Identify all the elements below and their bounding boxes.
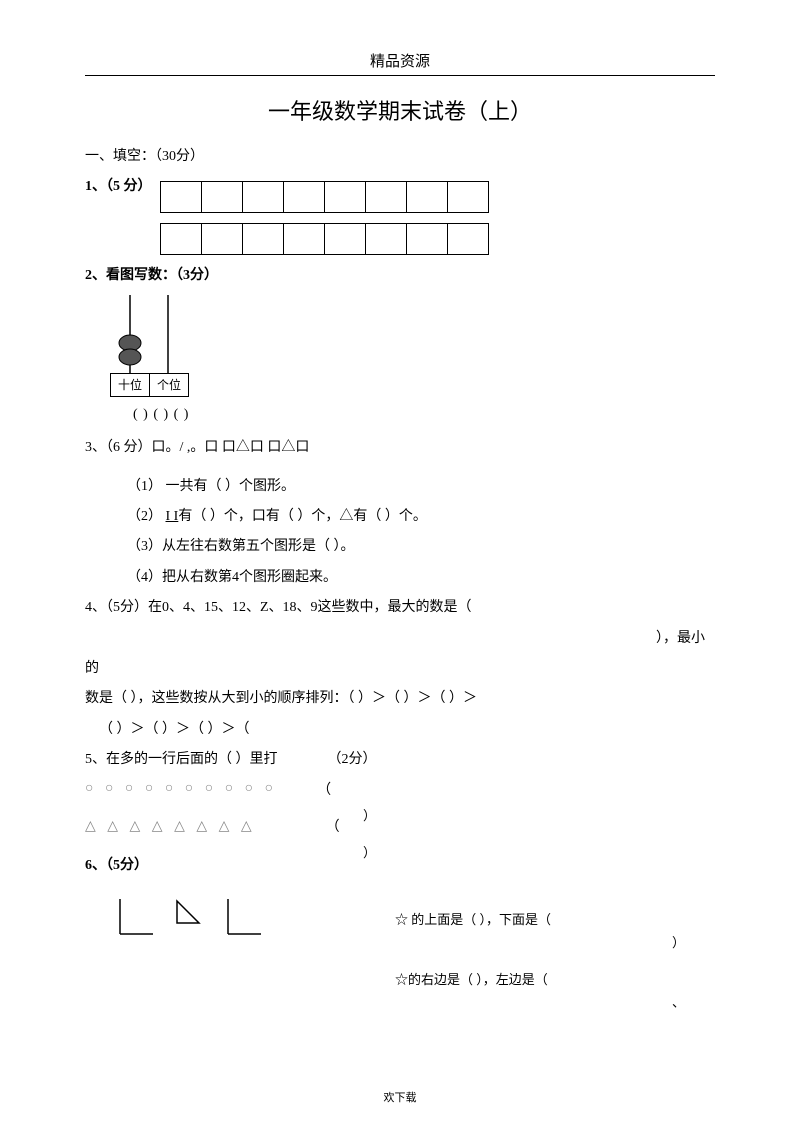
q5: 5、在多的一行后面的（ ）里打 （2分）: [85, 749, 715, 771]
abacus: 十位 个位: [110, 295, 715, 397]
q2-label-text: 2、看图写数：（3分）: [85, 268, 218, 283]
q6-r1b: ）: [395, 932, 715, 951]
q4-c: 的: [85, 658, 715, 680]
q1-row1: [160, 181, 715, 213]
q6-shapes: [115, 894, 263, 939]
q6-r2-text: ☆的右边是（ ），左边是（: [395, 972, 548, 987]
q2-parens: ( ) ( ) ( ): [133, 407, 715, 423]
q6-r2b: 、: [395, 992, 715, 1011]
q5-paren-open1: （: [317, 779, 331, 799]
q6-shape1: [115, 894, 155, 939]
cell: [201, 181, 243, 213]
abacus-ones-label: 个位: [149, 373, 189, 397]
abacus-tens-label: 十位: [110, 373, 150, 397]
q3-2b: 有（ ）个，口有（ ）个，△有（ ）个。: [178, 509, 427, 524]
cell: [324, 223, 366, 255]
cell: [365, 181, 407, 213]
cell: [447, 181, 489, 213]
cell: [242, 223, 284, 255]
q4-a-text: 4、（5分）在0、4、15、12、Z、18、9这些数中，最大的数是（: [85, 597, 472, 619]
q1-row2: [160, 223, 715, 255]
s1-heading-text: 一、填空：（30分）: [85, 149, 204, 164]
q6-shape3: [223, 894, 263, 939]
q6-label-text: 6、（5分）: [85, 858, 148, 873]
header-label: 精品资源: [85, 50, 715, 76]
q3-2-underline: I I: [166, 509, 179, 524]
q5-paren-close2: ）: [363, 842, 376, 861]
q4-a: 4、（5分）在0、4、15、12、Z、18、9这些数中，最大的数是（: [85, 597, 715, 619]
q2-label: 2、看图写数：（3分）: [85, 265, 715, 287]
cell: [365, 223, 407, 255]
page-title: 一年级数学期末试卷（上）: [85, 94, 715, 126]
cell: [242, 181, 284, 213]
q4-e: （ ）＞（ ）＞（ ）＞（: [99, 719, 715, 741]
abacus-svg: [110, 295, 200, 373]
q3-1: （1） 一共有（ ）个图形。: [127, 476, 715, 498]
q6-r1: ☆ 的上面是（ ），下面是（: [395, 909, 715, 928]
q6-shape2: [173, 897, 205, 927]
cell: [283, 181, 325, 213]
q3-3: （3）从左往右数第五个图形是（ ）。: [127, 536, 715, 558]
q4-d: 数是（ ），这些数按从大到小的顺序排列：（ ）＞（ ）＞（ ）＞: [85, 688, 715, 710]
cell: [201, 223, 243, 255]
q3-label: 3、（6 分）口。/ ,。口 口△口 口△口: [85, 437, 715, 459]
q3-label-text: 3、（6 分）口。/ ,。口 口△口 口△口: [85, 440, 309, 455]
q5-row2: △ △ △ △ △ △ △ △ （: [85, 816, 715, 836]
cell: [160, 223, 202, 255]
q3-4: （4）把从右数第4个图形圈起来。: [127, 567, 715, 589]
cell: [160, 181, 202, 213]
cell: [447, 223, 489, 255]
cell: [406, 223, 448, 255]
cell: [324, 181, 366, 213]
q5-paren-open2: （: [326, 816, 340, 836]
section1-heading: 一、填空：（30分）: [85, 146, 715, 168]
cell: [283, 223, 325, 255]
q5-row1: ○ ○ ○ ○ ○ ○ ○ ○ ○ ○ （: [85, 779, 715, 799]
q3-2a: （2）: [127, 509, 166, 524]
q6-r1-text: ☆ 的上面是（ ），下面是（: [395, 912, 551, 927]
q5-paren-close1: ）: [363, 805, 376, 824]
cell: [406, 181, 448, 213]
q4-b: ），最小: [85, 628, 715, 650]
footer: 欢下载: [0, 1089, 800, 1105]
q5-pts: （2分）: [328, 749, 377, 771]
q3-2: （2） I I有（ ）个，口有（ ）个，△有（ ）个。: [127, 506, 715, 528]
q5-a: 5、在多的一行后面的（ ）里打: [85, 749, 278, 771]
q6-r2: ☆的右边是（ ），左边是（: [395, 969, 715, 988]
q5-triangles: △ △ △ △ △ △ △ △: [85, 818, 256, 835]
q5-circles: ○ ○ ○ ○ ○ ○ ○ ○ ○ ○: [85, 781, 277, 797]
q1-label: 1、（5 分）: [85, 176, 152, 198]
